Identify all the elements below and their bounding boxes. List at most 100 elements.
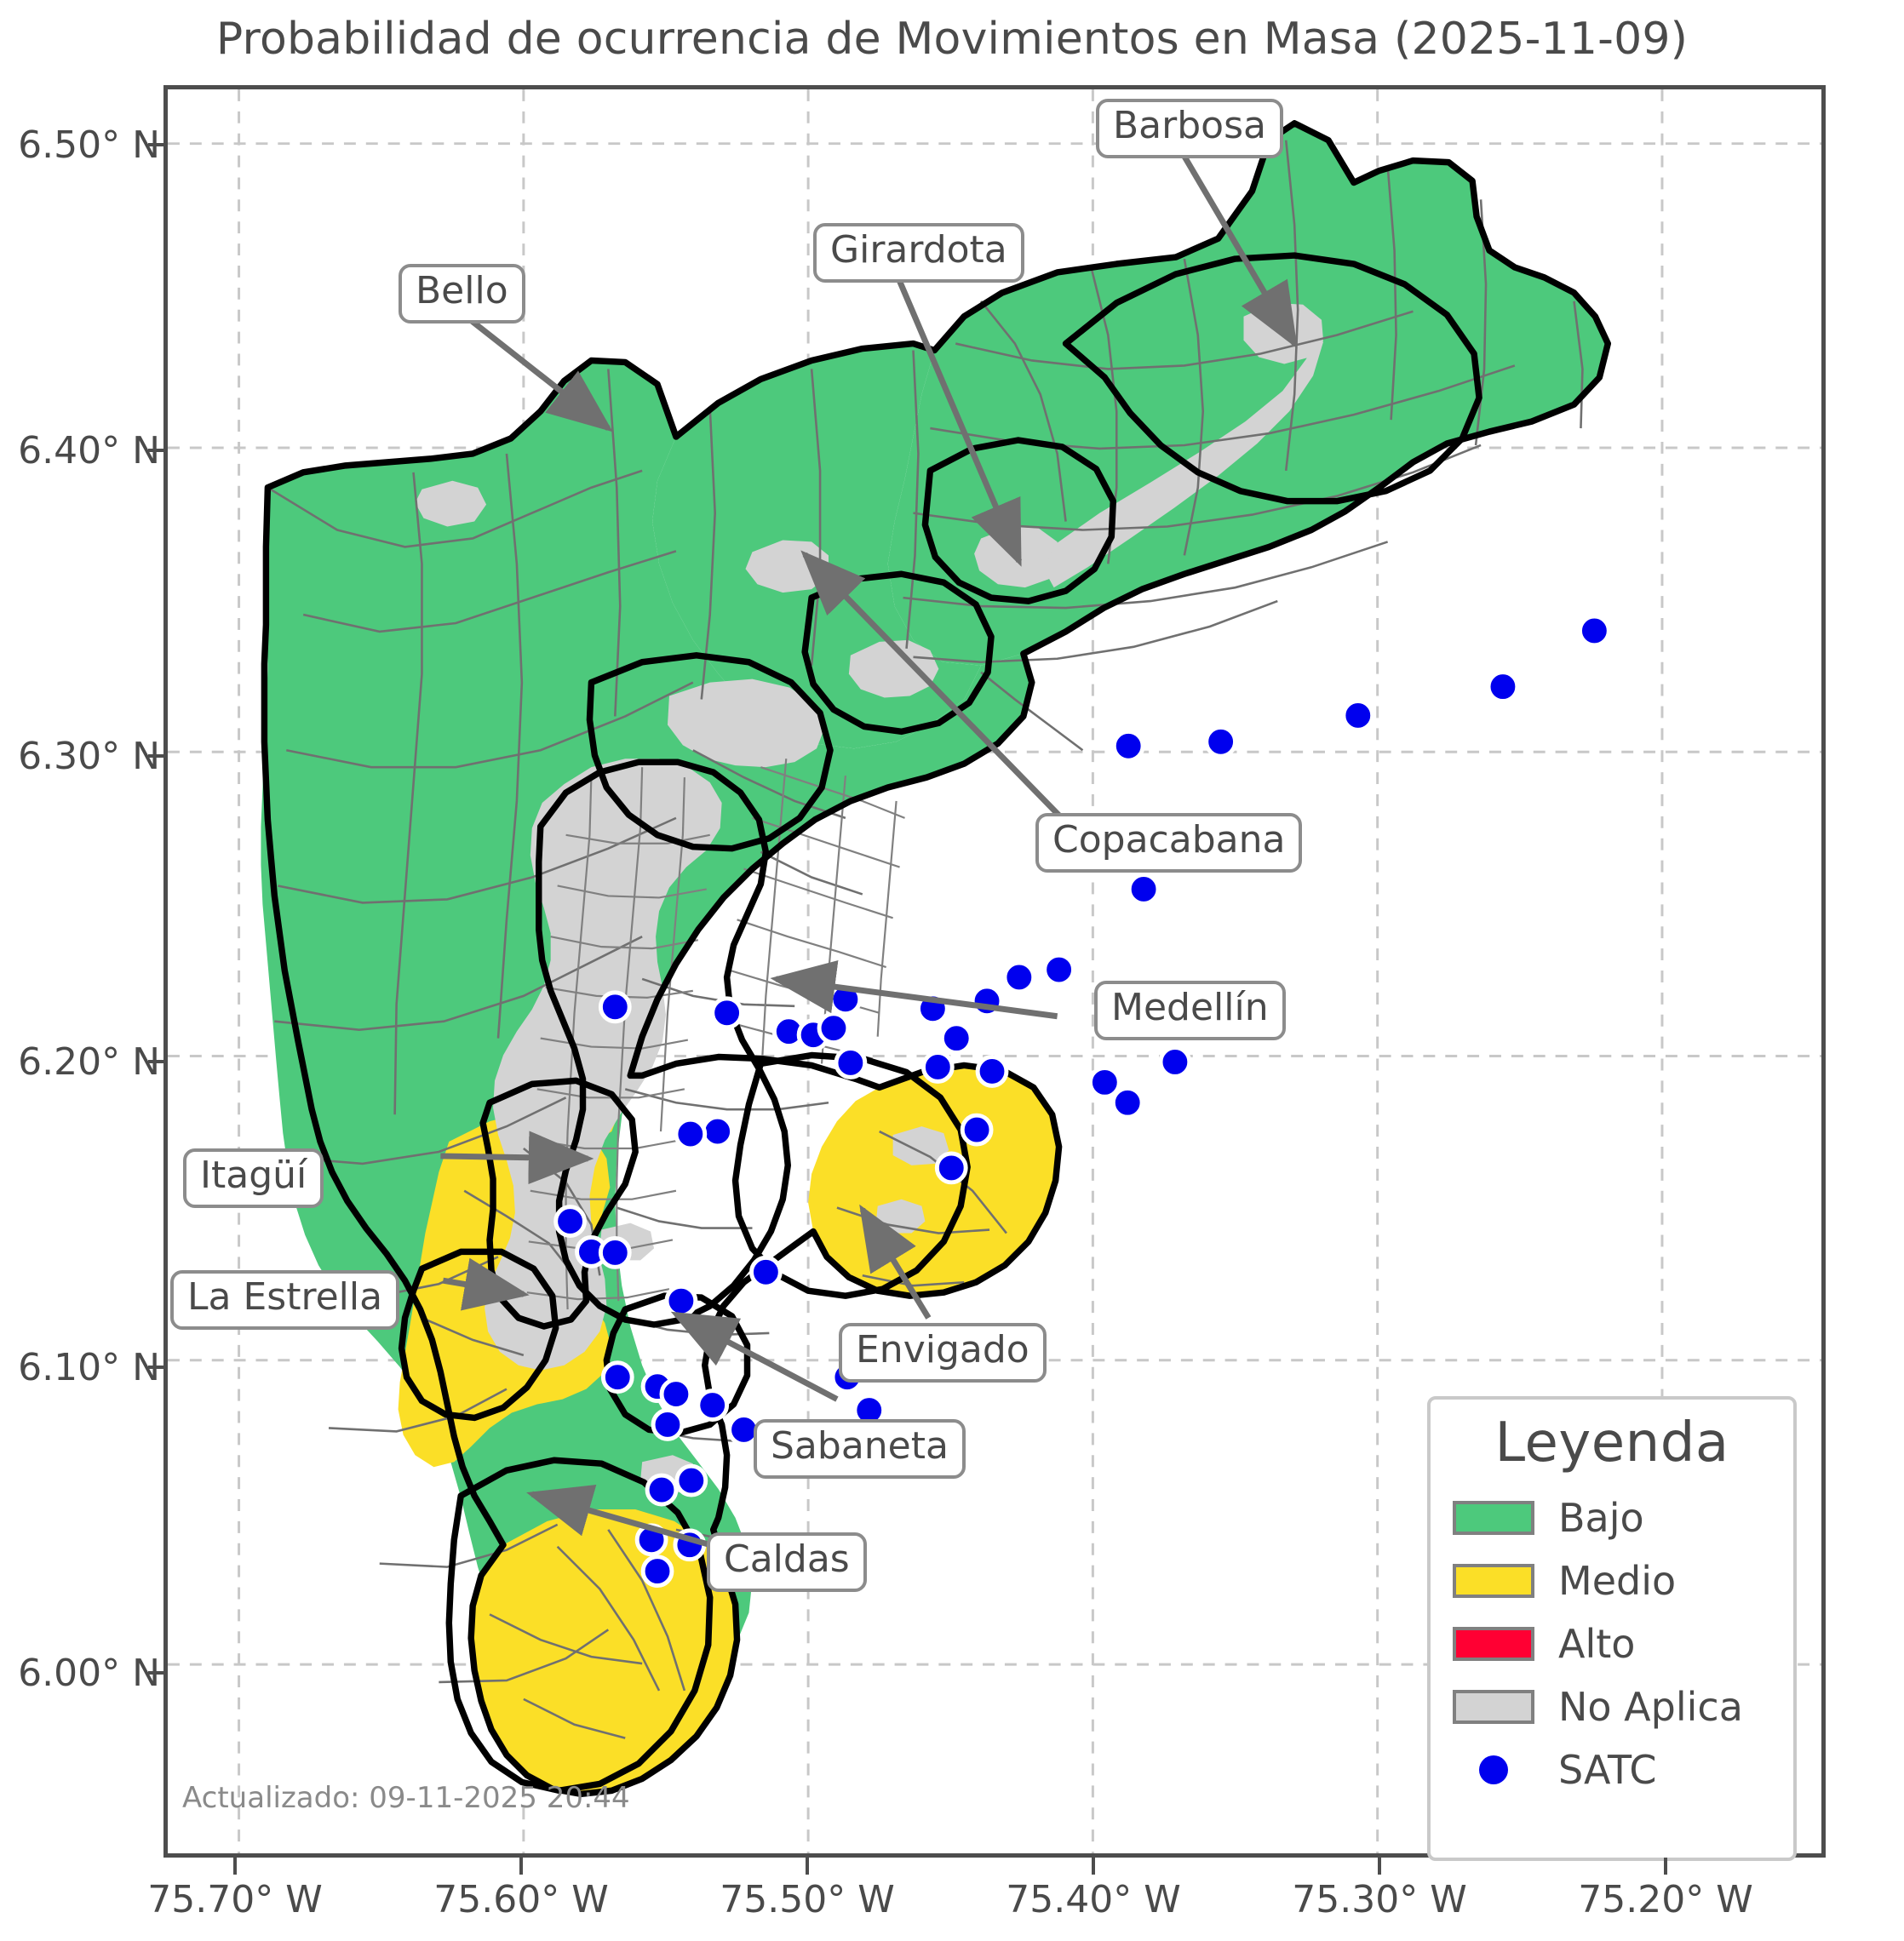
region-noaplica-copacabana bbox=[848, 639, 939, 698]
satc-point[interactable] bbox=[553, 1205, 587, 1238]
y-tick-6-20: 6.20° N bbox=[18, 1040, 160, 1084]
legend-row-satc[interactable]: SATC bbox=[1431, 1738, 1793, 1801]
leader-caldas bbox=[526, 1484, 738, 1556]
map-label-itagui[interactable]: Itagüí bbox=[183, 1148, 324, 1208]
x-tickmark-4 bbox=[1378, 1858, 1381, 1875]
satc-point[interactable] bbox=[640, 1555, 674, 1589]
satc-point[interactable] bbox=[817, 1011, 851, 1045]
satc-point[interactable] bbox=[748, 1255, 783, 1289]
satc-point[interactable] bbox=[1158, 1045, 1192, 1079]
satc-point[interactable] bbox=[651, 1408, 685, 1441]
legend-row-bajo[interactable]: Bajo bbox=[1431, 1486, 1793, 1549]
y-tickmark-5 bbox=[148, 1671, 165, 1675]
legend-label-bajo: Bajo bbox=[1558, 1495, 1644, 1541]
satc-point[interactable] bbox=[598, 1235, 632, 1269]
legend-label-alto: Alto bbox=[1558, 1621, 1636, 1667]
region-noaplica-valley bbox=[485, 759, 722, 1371]
x-tickmark-0 bbox=[233, 1858, 237, 1875]
legend-row-no-aplica[interactable]: No Aplica bbox=[1431, 1675, 1793, 1738]
region-medio-envigado bbox=[808, 1065, 1059, 1297]
x-tick-75-20: 75.20° W bbox=[1578, 1878, 1753, 1921]
satc-point[interactable] bbox=[674, 1117, 708, 1151]
label-leader-lines bbox=[440, 140, 1298, 1556]
satc-point[interactable] bbox=[939, 1022, 973, 1056]
y-tick-6-30: 6.30° N bbox=[18, 735, 160, 778]
legend-swatch-bajo bbox=[1453, 1501, 1534, 1535]
satc-point[interactable] bbox=[645, 1473, 679, 1507]
y-tick-6-40: 6.40° N bbox=[18, 429, 160, 472]
map-label-medellin[interactable]: Medellín bbox=[1094, 981, 1286, 1040]
y-tickmark-1 bbox=[148, 449, 165, 452]
leader-barbosa bbox=[1173, 140, 1298, 349]
satc-point[interactable] bbox=[975, 1055, 1009, 1088]
satc-point[interactable] bbox=[960, 1113, 994, 1147]
satc-point[interactable] bbox=[834, 1046, 868, 1079]
x-tickmark-1 bbox=[519, 1858, 523, 1875]
x-tick-75-70: 75.70° W bbox=[147, 1878, 323, 1921]
satc-point[interactable] bbox=[664, 1284, 698, 1318]
satc-point[interactable] bbox=[659, 1377, 693, 1411]
satc-point[interactable] bbox=[1341, 699, 1375, 732]
satc-dot-icon bbox=[1479, 1755, 1508, 1784]
region-noaplica-patch-2 bbox=[892, 1126, 949, 1165]
legend-swatch-no-aplica bbox=[1453, 1690, 1534, 1724]
satc-point[interactable] bbox=[1486, 670, 1520, 704]
legend-title: Leyenda bbox=[1494, 1411, 1729, 1474]
satc-point[interactable] bbox=[1204, 724, 1238, 759]
legend-swatch-alto bbox=[1453, 1627, 1534, 1661]
satc-points-layer[interactable] bbox=[553, 614, 1611, 1589]
leader-sabaneta bbox=[670, 1311, 839, 1402]
map-label-copacabana[interactable]: Copacabana bbox=[1035, 813, 1303, 873]
x-tickmark-3 bbox=[1092, 1858, 1095, 1875]
satc-point[interactable] bbox=[1127, 873, 1161, 906]
x-tickmark-2 bbox=[806, 1858, 809, 1875]
page-title: Probabilidad de ocurrencia de Movimiento… bbox=[215, 14, 1689, 65]
map-label-la-estrella[interactable]: La Estrella bbox=[170, 1270, 400, 1330]
region-noaplica-bello bbox=[667, 678, 826, 768]
satc-point[interactable] bbox=[696, 1388, 730, 1422]
y-tick-6-50: 6.50° N bbox=[18, 123, 160, 167]
satc-point[interactable] bbox=[600, 1360, 634, 1394]
y-tickmark-0 bbox=[148, 143, 165, 146]
x-tickmark-5 bbox=[1664, 1858, 1667, 1875]
map-label-girardota[interactable]: Girardota bbox=[813, 223, 1024, 283]
legend-row-medio[interactable]: Medio bbox=[1431, 1549, 1793, 1612]
x-tick-75-30: 75.30° W bbox=[1292, 1878, 1467, 1921]
satc-point[interactable] bbox=[1577, 614, 1611, 648]
legend-dot-wrap bbox=[1453, 1755, 1534, 1784]
leader-medellin bbox=[770, 960, 1058, 1020]
leader-copacabana bbox=[800, 550, 1069, 825]
satc-point[interactable] bbox=[1110, 1085, 1144, 1119]
map-label-barbosa[interactable]: Barbosa bbox=[1096, 99, 1283, 158]
satc-point[interactable] bbox=[1042, 953, 1076, 987]
legend-panel: Leyenda Bajo Medio Alto No Aplica SATC bbox=[1427, 1396, 1797, 1861]
satc-point[interactable] bbox=[934, 1151, 968, 1185]
satc-point[interactable] bbox=[1087, 1065, 1121, 1099]
leader-girardota bbox=[891, 266, 1023, 567]
legend-swatch-medio bbox=[1453, 1564, 1534, 1598]
map-plot-area[interactable] bbox=[163, 85, 1826, 1858]
satc-point[interactable] bbox=[598, 990, 632, 1024]
updated-timestamp: Actualizado: 09-11-2025 20:44 bbox=[182, 1781, 630, 1815]
satc-point[interactable] bbox=[1002, 960, 1036, 994]
y-tick-6-00: 6.00° N bbox=[18, 1652, 160, 1695]
satc-point[interactable] bbox=[710, 996, 744, 1030]
leader-itagui bbox=[440, 1131, 594, 1185]
map-label-bello[interactable]: Bello bbox=[399, 264, 525, 324]
y-tickmark-3 bbox=[148, 1060, 165, 1063]
x-tick-75-40: 75.40° W bbox=[1006, 1878, 1181, 1921]
map-label-envigado[interactable]: Envigado bbox=[839, 1323, 1047, 1383]
satc-point[interactable] bbox=[920, 1051, 955, 1084]
satc-point[interactable] bbox=[1111, 729, 1145, 763]
leader-bello bbox=[464, 313, 613, 432]
map-label-sabaneta[interactable]: Sabaneta bbox=[754, 1419, 966, 1479]
legend-label-satc: SATC bbox=[1558, 1747, 1657, 1793]
x-tick-75-60: 75.60° W bbox=[433, 1878, 609, 1921]
map-label-caldas[interactable]: Caldas bbox=[707, 1532, 867, 1592]
satc-point[interactable] bbox=[674, 1463, 708, 1497]
satc-point[interactable] bbox=[701, 1114, 735, 1148]
leader-laestrella bbox=[442, 1257, 530, 1311]
legend-row-alto[interactable]: Alto bbox=[1431, 1612, 1793, 1675]
region-noaplica-patch-5 bbox=[415, 480, 487, 527]
